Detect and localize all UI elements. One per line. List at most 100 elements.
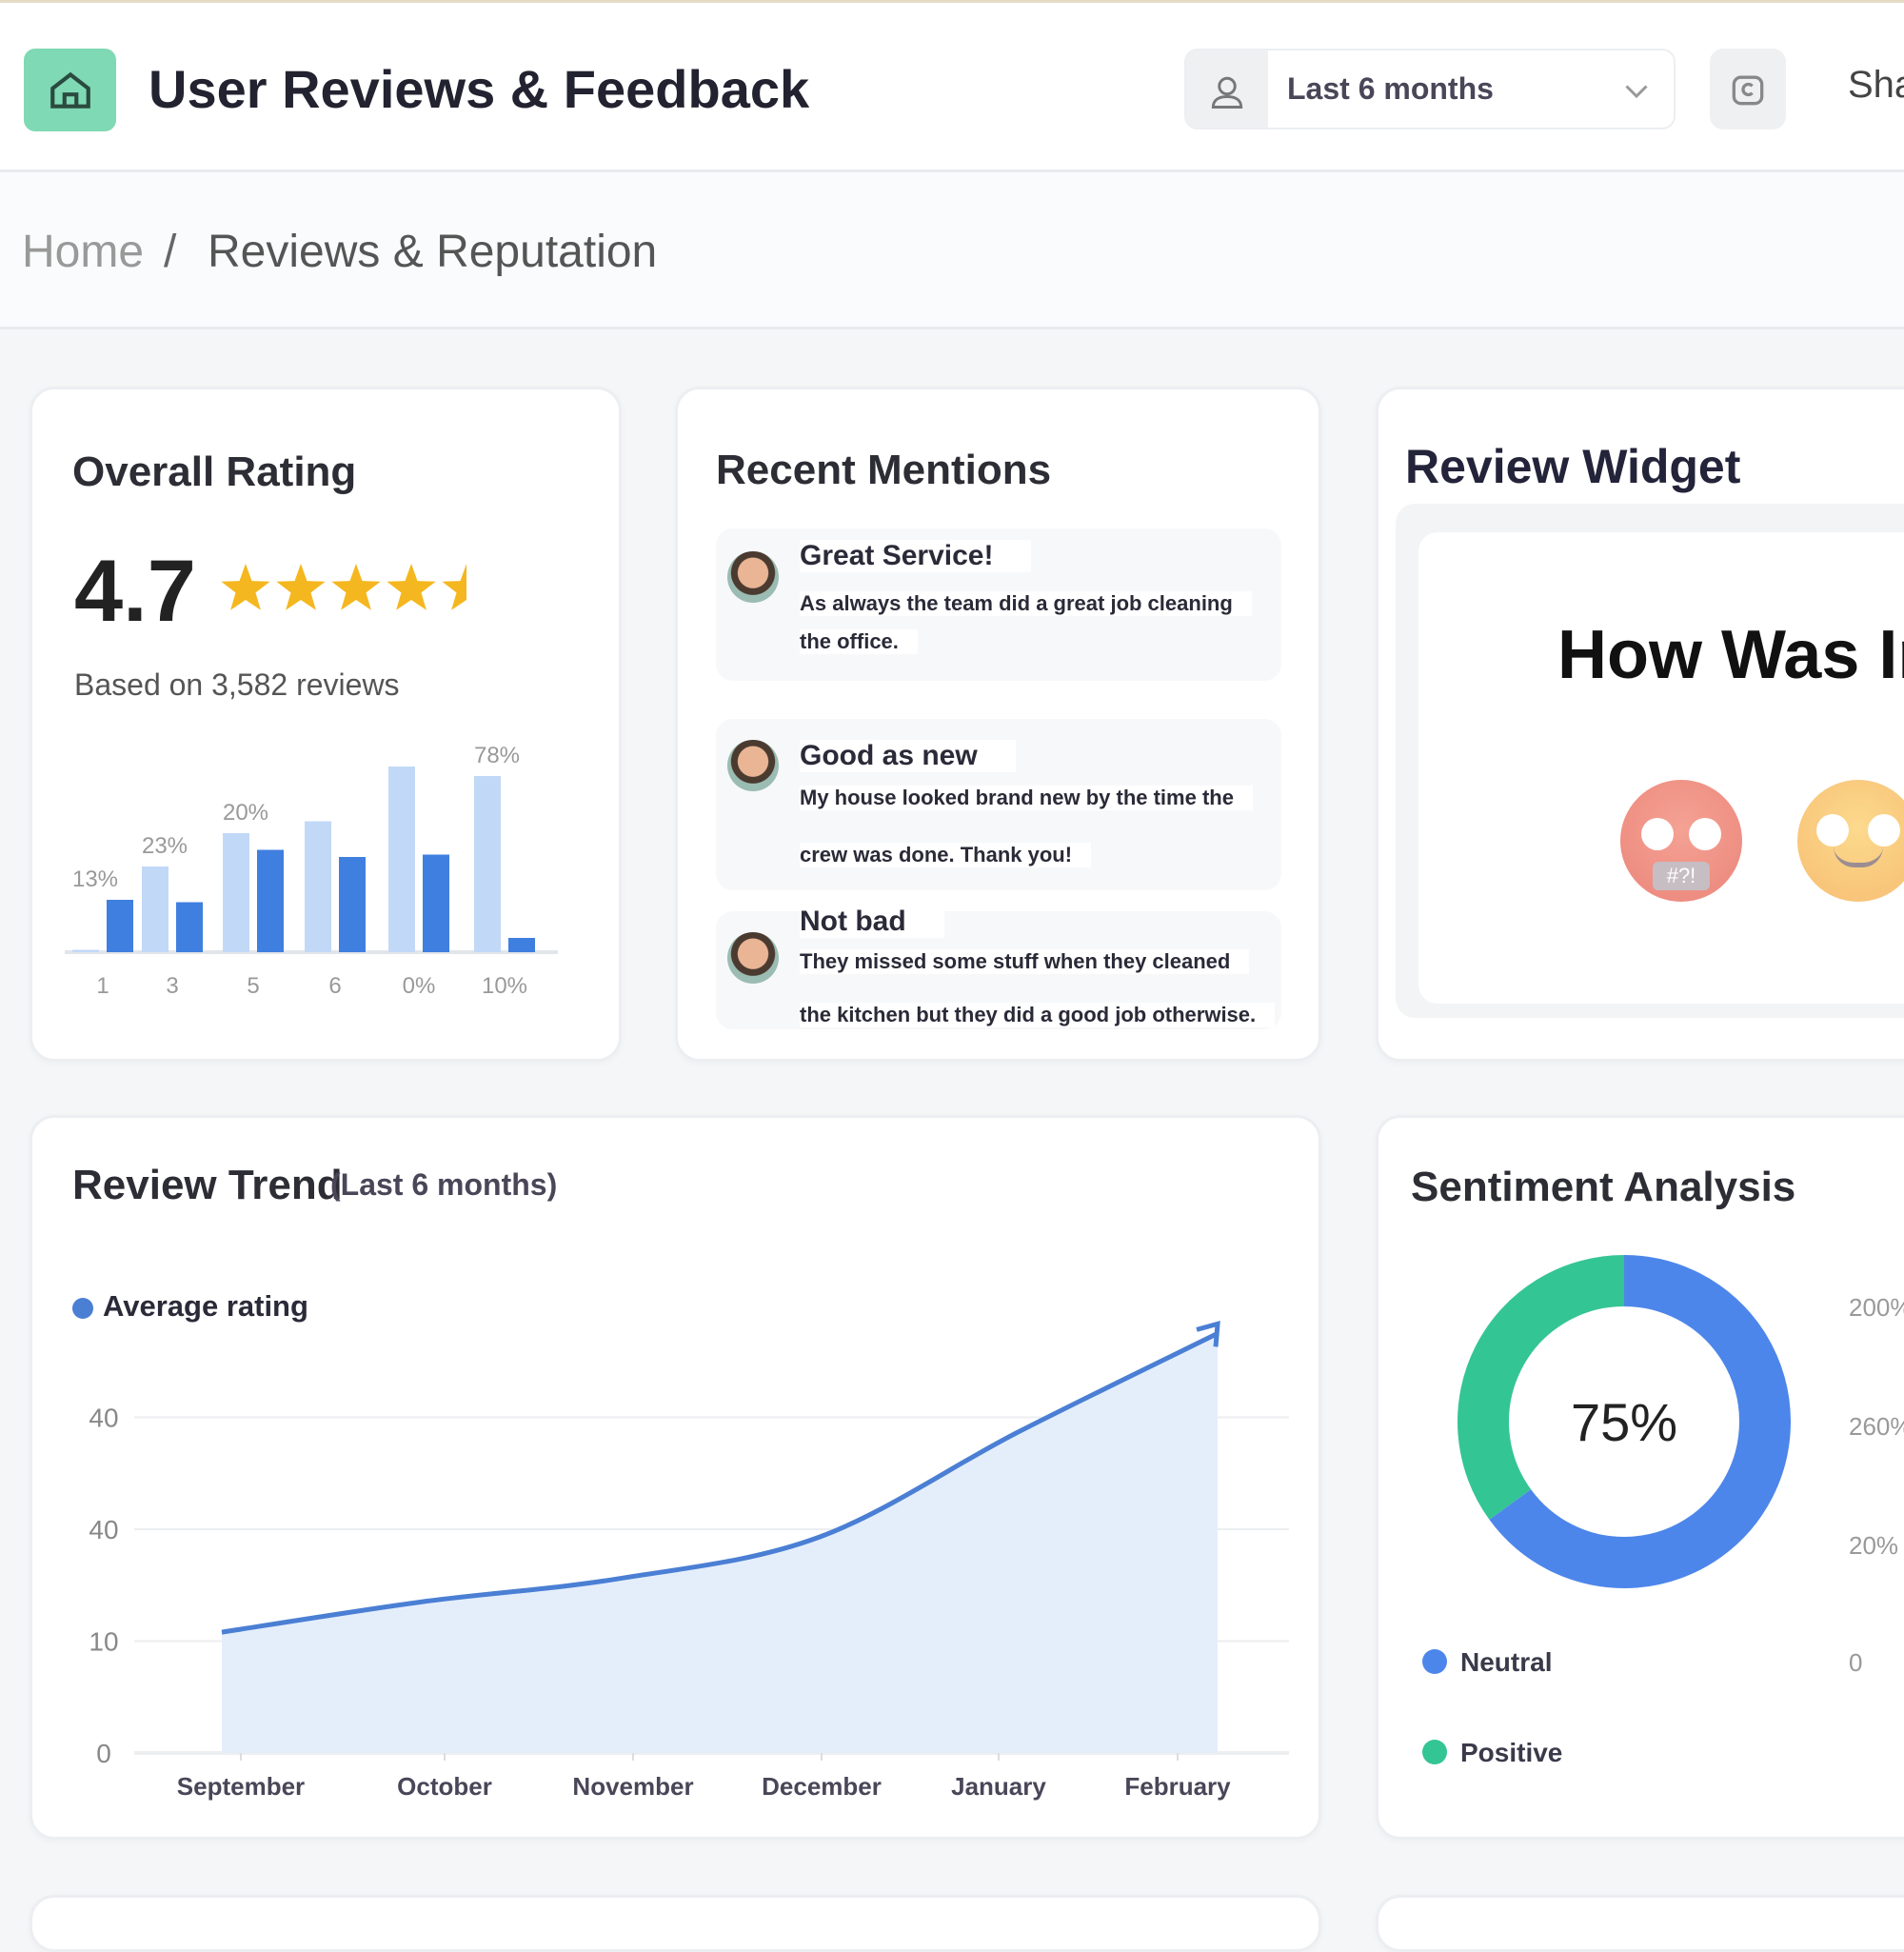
sentiment-donut-chart: 75% 200% 260% 20% 0 Neutral Positive bbox=[1422, 1255, 1904, 1767]
y-tick-label: 10 bbox=[89, 1627, 118, 1657]
card-subtitle: (Last 6 months) bbox=[330, 1167, 558, 1202]
x-tick-label: January bbox=[951, 1772, 1046, 1801]
star-rating bbox=[221, 564, 466, 610]
top-header: User Reviews & Feedback Last 6 months Sh… bbox=[0, 0, 1904, 172]
star-icon bbox=[331, 564, 381, 610]
review-trend-card: Review Trend (Last 6 months) Average rat… bbox=[30, 1115, 1321, 1840]
mention-item[interactable]: Good as new My house looked brand new by… bbox=[716, 719, 1281, 890]
data-label: 20% bbox=[223, 800, 268, 826]
sentiment-card: Sentiment Analysis 75% 200% 260% 20% 0 Neutra… bbox=[1376, 1115, 1904, 1840]
side-axis-label: 0 bbox=[1849, 1648, 1862, 1677]
donut-slice bbox=[1458, 1255, 1625, 1520]
chevron-down-icon bbox=[1619, 73, 1654, 112]
share-button[interactable]: Sha bbox=[1848, 64, 1904, 106]
refresh-icon[interactable] bbox=[1710, 49, 1786, 129]
x-tick-label: 6 bbox=[328, 973, 341, 999]
review-trend-chart: 0 10 40 40 September October November December J… bbox=[89, 1321, 1289, 1801]
x-tick-label: 3 bbox=[166, 973, 178, 999]
x-tick-label: September bbox=[177, 1772, 305, 1801]
review-count: Based on 3,582 reviews bbox=[74, 667, 400, 702]
legend-dot bbox=[1422, 1740, 1447, 1764]
mention-title: Not bad bbox=[800, 906, 944, 938]
donut-slice bbox=[1489, 1255, 1791, 1588]
date-range-select[interactable]: Last 6 months bbox=[1184, 49, 1676, 129]
mention-text: As always the team did a great job clean… bbox=[800, 591, 1252, 616]
house-icon[interactable] bbox=[24, 49, 116, 131]
user-icon bbox=[1186, 50, 1268, 128]
area-fill bbox=[222, 1333, 1218, 1753]
mention-text: crew was done. Thank you! bbox=[800, 843, 1092, 867]
legend-dot bbox=[72, 1298, 93, 1319]
x-tick-label: February bbox=[1124, 1772, 1231, 1801]
review-widget-card: Review Widget How Was In #?! bbox=[1376, 387, 1904, 1062]
mention-text: the office. bbox=[800, 629, 918, 654]
side-axis-label: 20% bbox=[1849, 1531, 1898, 1560]
x-tick-label: October bbox=[397, 1772, 492, 1801]
rating-bar-chart: 1 3 5 6 0% 10% 13% 23% 20% 78% bbox=[65, 743, 558, 999]
x-tick-label: 10% bbox=[482, 973, 527, 999]
y-tick-label: 40 bbox=[89, 1515, 118, 1544]
avatar bbox=[727, 740, 779, 791]
breadcrumb: Home / Reviews & Reputation bbox=[0, 172, 1904, 329]
bar bbox=[142, 866, 169, 952]
mention-text: They missed some stuff when they cleaned bbox=[800, 949, 1250, 974]
widget-preview: How Was In #?! bbox=[1418, 532, 1904, 1004]
mention-title: Great Service! bbox=[800, 540, 1032, 572]
arrow-icon bbox=[1196, 1321, 1220, 1347]
angry-emoji-text: #?! bbox=[1653, 862, 1710, 890]
y-tick-label: 40 bbox=[89, 1404, 118, 1433]
angry-emoji-icon[interactable]: #?! bbox=[1620, 780, 1742, 902]
bar bbox=[508, 938, 535, 952]
bottom-card bbox=[30, 1895, 1321, 1952]
breadcrumb-home[interactable]: Home bbox=[22, 227, 145, 277]
rating-score: 4.7 bbox=[74, 543, 196, 640]
breadcrumb-current: Reviews & Reputation bbox=[208, 227, 658, 277]
mention-text: My house looked brand new by the time th… bbox=[800, 786, 1253, 810]
avatar bbox=[727, 932, 779, 984]
donut-center-label: 75% bbox=[1571, 1392, 1677, 1452]
data-label: 78% bbox=[474, 743, 520, 768]
star-icon bbox=[276, 564, 326, 610]
bar bbox=[72, 949, 99, 952]
bottom-card bbox=[1376, 1895, 1904, 1952]
page-title: User Reviews & Feedback bbox=[149, 59, 810, 119]
star-icon bbox=[442, 564, 466, 610]
bar bbox=[388, 767, 415, 952]
widget-question: How Was In bbox=[1557, 617, 1904, 693]
x-tick-label: 1 bbox=[96, 973, 109, 999]
legend-label: Neutral bbox=[1460, 1647, 1552, 1677]
bar bbox=[257, 849, 284, 952]
overall-rating-card: Overall Rating 4.7 Based on 3,582 review… bbox=[30, 387, 622, 1062]
mention-item[interactable]: Great Service! As always the team did a … bbox=[716, 528, 1281, 681]
breadcrumb-separator: / bbox=[164, 227, 177, 277]
x-tick-label: 0% bbox=[403, 973, 436, 999]
bar bbox=[339, 857, 366, 952]
card-title: Review Widget bbox=[1405, 440, 1741, 493]
mention-text: the kitchen but they did a good job othe… bbox=[800, 1003, 1276, 1027]
legend-label: Positive bbox=[1460, 1738, 1562, 1767]
mention-item[interactable]: Not bad They missed some stuff when they… bbox=[716, 906, 1281, 1029]
bar bbox=[423, 854, 449, 952]
card-title: Sentiment Analysis bbox=[1411, 1164, 1796, 1210]
bar bbox=[176, 902, 203, 952]
bar bbox=[305, 821, 331, 952]
widget-preview-frame: How Was In #?! bbox=[1396, 504, 1904, 1018]
card-title: Overall Rating bbox=[72, 448, 357, 495]
recent-mentions-card: Recent Mentions Great Service! As always… bbox=[675, 387, 1321, 1062]
x-tick-label: November bbox=[572, 1772, 693, 1801]
star-icon bbox=[221, 564, 270, 610]
card-title: Review Trend bbox=[72, 1162, 343, 1208]
date-range-value: Last 6 months bbox=[1287, 71, 1494, 106]
happy-emoji-icon[interactable] bbox=[1797, 780, 1904, 902]
x-tick-label: December bbox=[762, 1772, 882, 1801]
data-label: 13% bbox=[72, 866, 118, 892]
y-tick-label: 0 bbox=[96, 1739, 111, 1768]
x-tick-label: 5 bbox=[247, 973, 259, 999]
legend-dot bbox=[1422, 1649, 1447, 1674]
star-icon bbox=[387, 564, 436, 610]
data-label: 23% bbox=[142, 833, 188, 859]
bar bbox=[107, 900, 133, 952]
side-axis-label: 200% bbox=[1849, 1293, 1904, 1322]
side-axis-label: 260% bbox=[1849, 1412, 1904, 1441]
mention-title: Good as new bbox=[800, 740, 1016, 772]
